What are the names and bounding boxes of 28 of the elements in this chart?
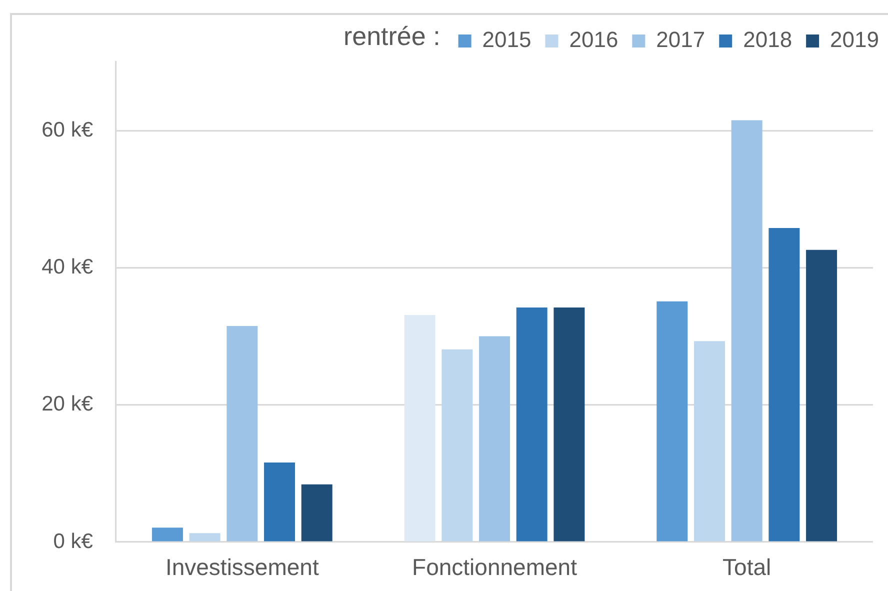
legend-label: 2017 bbox=[656, 27, 706, 52]
x-tick-label: Fonctionnement bbox=[412, 554, 578, 580]
bar bbox=[264, 462, 296, 542]
bar bbox=[768, 228, 800, 542]
legend-label: 2018 bbox=[743, 27, 792, 52]
legend-label: 2016 bbox=[569, 27, 618, 52]
x-tick-label: Investissement bbox=[165, 554, 320, 580]
bar bbox=[301, 484, 332, 542]
y-tick-label: 60 k€ bbox=[42, 118, 94, 142]
bar bbox=[479, 336, 510, 542]
legend-label: 2019 bbox=[830, 27, 880, 52]
bar bbox=[404, 315, 436, 542]
bar bbox=[189, 533, 220, 542]
x-tick-label: Total bbox=[722, 554, 772, 580]
bar bbox=[656, 301, 688, 542]
y-tick-label: 20 k€ bbox=[42, 392, 94, 416]
bar bbox=[152, 528, 183, 542]
legend-title: rentrée : bbox=[343, 21, 440, 52]
bar bbox=[442, 349, 473, 542]
bar bbox=[806, 250, 838, 542]
bar bbox=[694, 341, 725, 542]
y-tick-label: 40 k€ bbox=[42, 256, 94, 279]
legend-label: 2015 bbox=[482, 27, 532, 52]
bar bbox=[554, 307, 585, 542]
bar bbox=[226, 326, 258, 542]
y-tick-label: 0 k€ bbox=[53, 530, 94, 553]
bar bbox=[731, 120, 762, 542]
bar bbox=[516, 307, 548, 542]
